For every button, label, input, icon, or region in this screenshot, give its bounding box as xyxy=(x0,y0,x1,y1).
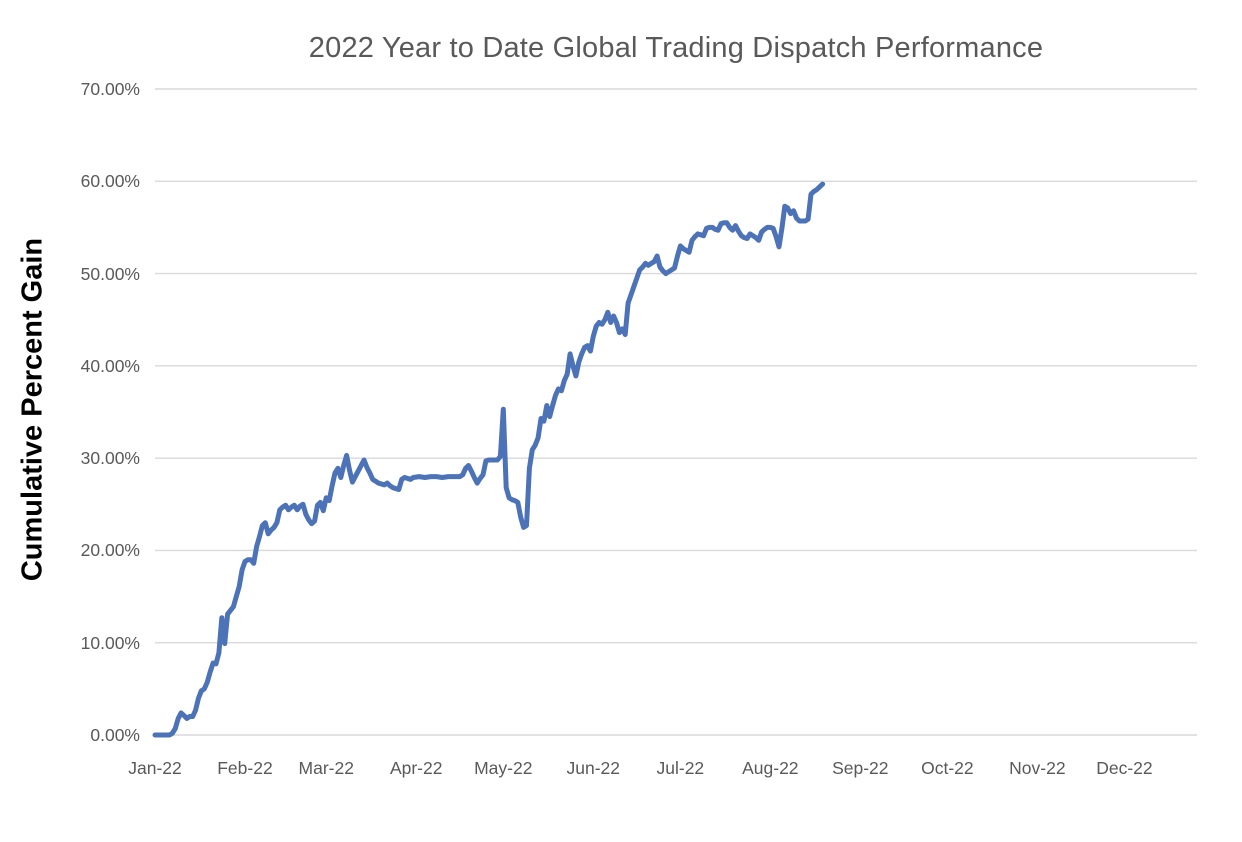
data-line-group xyxy=(152,181,826,738)
y-tick-label: 60.00% xyxy=(80,171,140,192)
x-tick-label: Apr-22 xyxy=(389,758,443,778)
x-tick-label: Sep-22 xyxy=(832,758,889,778)
x-tick-label: Nov-22 xyxy=(1009,758,1066,778)
x-tick-label: Aug-22 xyxy=(742,758,799,778)
x-tick-label: Jun-22 xyxy=(566,758,621,778)
x-tick-label: May-22 xyxy=(474,758,533,778)
y-axis-title: Cumulative Percent Gain xyxy=(16,237,49,582)
y-tick-label: 0.00% xyxy=(90,725,140,745)
gridlines xyxy=(155,88,1197,736)
x-tick-label: Oct-22 xyxy=(921,758,974,778)
x-tick-label: Mar-22 xyxy=(298,758,354,778)
y-tick-label: 10.00% xyxy=(80,632,140,653)
y-tick-label: 20.00% xyxy=(80,540,140,561)
data-line xyxy=(152,181,826,738)
y-tick-label: 30.00% xyxy=(80,448,140,469)
x-tick-label: Jul-22 xyxy=(656,758,705,778)
x-tick-label: Dec-22 xyxy=(1096,758,1153,778)
y-tick-label: 40.00% xyxy=(80,355,140,376)
y-tick-label: 50.00% xyxy=(80,263,140,284)
chart-title: 2022 Year to Date Global Trading Dispatc… xyxy=(308,32,1044,64)
y-tick-label: 70.00% xyxy=(80,79,140,99)
x-tick-label: Jan-22 xyxy=(128,758,182,778)
x-tick-label: Feb-22 xyxy=(217,758,273,778)
